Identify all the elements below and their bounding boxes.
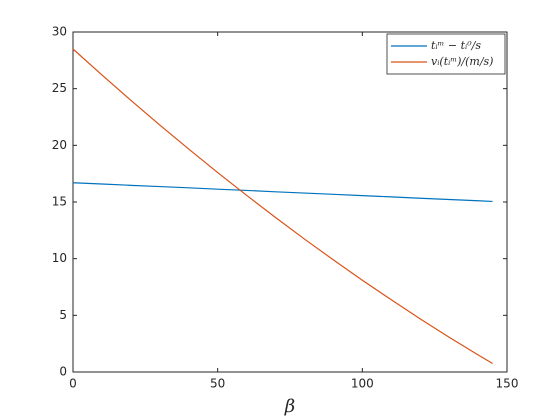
y-tick-label: 10 bbox=[52, 251, 67, 265]
x-tick-label: 0 bbox=[69, 377, 77, 391]
legend-label: tᵢᵐ − tᵢ⁰/s bbox=[431, 39, 481, 52]
y-tick-label: 5 bbox=[59, 308, 67, 322]
x-tick-label: 100 bbox=[351, 377, 374, 391]
x-axis-label: β bbox=[284, 396, 295, 417]
y-tick-label: 20 bbox=[52, 138, 67, 152]
y-tick-label: 30 bbox=[52, 25, 67, 39]
legend-box bbox=[386, 33, 506, 75]
y-tick-label: 15 bbox=[52, 195, 67, 209]
x-tick-label: 50 bbox=[210, 377, 225, 391]
y-tick-label: 25 bbox=[52, 81, 67, 95]
x-tick-label: 150 bbox=[496, 377, 519, 391]
series-line bbox=[72, 48, 493, 365]
legend-label: vᵢ(tᵢᵐ)/(m/s) bbox=[431, 55, 493, 68]
plot-area bbox=[72, 31, 508, 373]
y-tick-label: 0 bbox=[59, 365, 67, 379]
series-line bbox=[72, 182, 493, 203]
